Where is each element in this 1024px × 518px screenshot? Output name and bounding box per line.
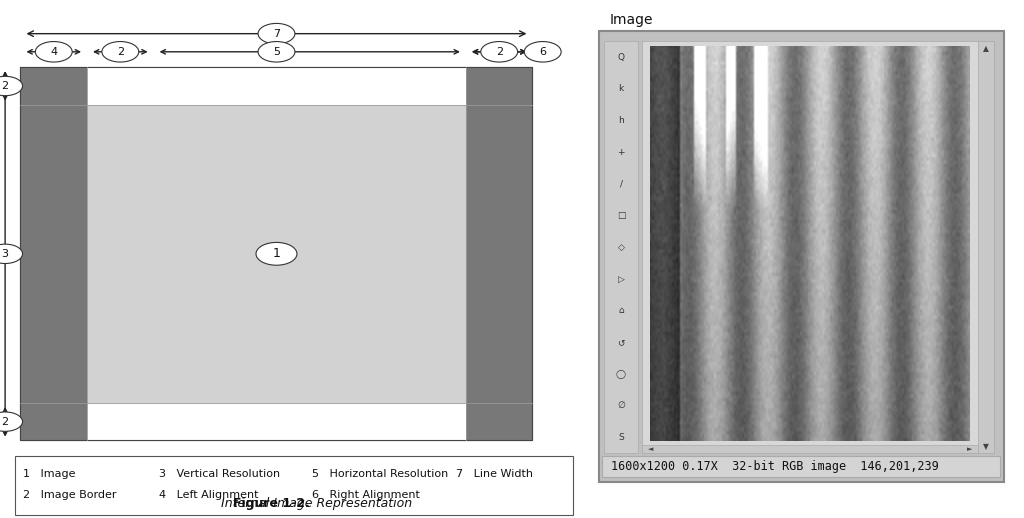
FancyBboxPatch shape <box>15 456 573 515</box>
Text: ⌂: ⌂ <box>618 306 624 315</box>
Text: 2   Image Border: 2 Image Border <box>23 490 116 499</box>
Text: Internal Image Representation: Internal Image Representation <box>213 497 412 510</box>
Text: 6: 6 <box>540 47 546 57</box>
Text: 1   Image: 1 Image <box>23 469 75 479</box>
Text: 2: 2 <box>2 81 8 91</box>
Text: k: k <box>618 84 624 93</box>
Text: 3: 3 <box>2 249 8 259</box>
Text: Figure 1-2.: Figure 1-2. <box>233 497 309 510</box>
FancyBboxPatch shape <box>87 67 466 105</box>
Text: ◇: ◇ <box>617 243 625 252</box>
FancyBboxPatch shape <box>20 67 532 440</box>
Text: 5: 5 <box>273 47 280 57</box>
Ellipse shape <box>35 41 72 62</box>
FancyBboxPatch shape <box>20 67 87 440</box>
Text: 5   Horizontal Resolution: 5 Horizontal Resolution <box>312 469 449 479</box>
Ellipse shape <box>0 412 23 431</box>
Text: ►: ► <box>967 446 973 452</box>
Text: ↺: ↺ <box>617 338 625 347</box>
FancyBboxPatch shape <box>604 41 638 453</box>
Text: ▼: ▼ <box>983 442 989 451</box>
FancyBboxPatch shape <box>642 41 994 453</box>
FancyBboxPatch shape <box>466 67 532 440</box>
Text: 4   Left Alignment: 4 Left Alignment <box>159 490 258 499</box>
Text: ▲: ▲ <box>983 44 989 53</box>
Text: 2: 2 <box>117 47 124 57</box>
Text: ∅: ∅ <box>617 401 625 410</box>
Text: Image: Image <box>609 13 652 27</box>
Ellipse shape <box>0 244 23 264</box>
Text: 7   Line Width: 7 Line Width <box>456 469 532 479</box>
Text: 3   Vertical Resolution: 3 Vertical Resolution <box>159 469 280 479</box>
Text: 1: 1 <box>272 247 281 261</box>
FancyBboxPatch shape <box>599 31 1004 482</box>
Text: 2: 2 <box>496 47 503 57</box>
Text: Q: Q <box>617 53 625 62</box>
Text: S: S <box>618 433 624 442</box>
Text: +: + <box>617 148 625 157</box>
Ellipse shape <box>524 41 561 62</box>
Text: ▷: ▷ <box>617 275 625 283</box>
Ellipse shape <box>0 76 23 96</box>
Text: ◯: ◯ <box>616 369 626 379</box>
Text: 4: 4 <box>50 47 57 57</box>
Text: 1600x1200 0.17X  32-bit RGB image  146,201,239: 1600x1200 0.17X 32-bit RGB image 146,201… <box>611 459 939 473</box>
Text: 7: 7 <box>273 28 280 39</box>
Text: □: □ <box>616 211 626 220</box>
FancyBboxPatch shape <box>978 41 994 453</box>
Ellipse shape <box>481 41 518 62</box>
FancyBboxPatch shape <box>642 445 978 453</box>
Text: ◄: ◄ <box>647 446 653 452</box>
FancyBboxPatch shape <box>87 105 466 403</box>
Text: 6   Right Alignment: 6 Right Alignment <box>312 490 420 499</box>
Text: 2: 2 <box>2 416 8 427</box>
Ellipse shape <box>102 41 139 62</box>
Ellipse shape <box>258 41 295 62</box>
Ellipse shape <box>258 23 295 44</box>
FancyBboxPatch shape <box>602 456 1000 477</box>
Text: /: / <box>620 180 623 189</box>
Ellipse shape <box>256 242 297 265</box>
Text: h: h <box>618 116 624 125</box>
FancyBboxPatch shape <box>87 403 466 440</box>
